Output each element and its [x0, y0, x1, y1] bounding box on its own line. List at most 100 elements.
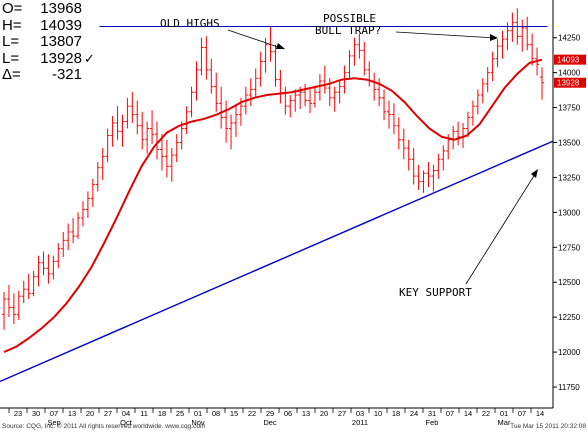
ohlc-bar: [293, 89, 298, 112]
x-tick-label: 14: [536, 409, 544, 418]
ohlc-value: 14039: [40, 16, 82, 34]
ohlc-bar: [362, 41, 367, 76]
footer-timestamp: Tue Mar 15 2011 20:32:08: [510, 423, 586, 430]
arrow-bull-trap: [395, 31, 497, 39]
x-tick-label: 22: [482, 409, 490, 418]
ohlc-bar: [16, 290, 21, 320]
ohlc-bar: [130, 92, 135, 123]
ohlc-bar: [465, 111, 470, 137]
ohlc-low-row: L= 13807: [2, 33, 95, 51]
ohlc-bar: [46, 254, 51, 284]
ohlc-bar: [540, 67, 544, 100]
price-label-text: 13928: [557, 79, 580, 88]
x-tick-label: 29: [266, 409, 274, 418]
ohlc-bar: [312, 86, 317, 108]
ohlc-bar: [396, 117, 401, 150]
ohlc-bar: [219, 86, 224, 129]
y-axis: 11750 12000 12250 12500 12750 13000 13250 13500…: [553, 34, 581, 392]
price-label: 14093: [554, 54, 586, 65]
ohlc-bar: [490, 51, 495, 82]
ohlc-bar: [76, 212, 81, 239]
ohlc-bar: [41, 251, 46, 276]
x-month-label: Nov: [191, 418, 205, 427]
ohlc-bar: [480, 78, 485, 104]
x-tick-label: 13: [68, 409, 76, 418]
ohlc-bar: [21, 280, 26, 304]
ohlc-key: Δ=: [2, 66, 21, 83]
x-tick-label: 04: [122, 409, 130, 418]
x-tick-label: 20: [86, 409, 94, 418]
ohlc-bar: [184, 106, 189, 135]
y-tick-label: 12000: [558, 348, 581, 357]
ohlc-bar: [426, 162, 431, 188]
x-tick-label: 14: [464, 409, 472, 418]
ohlc-key: H=: [2, 16, 22, 34]
x-tick-label: 07: [446, 409, 454, 418]
x-tick-label: 07: [50, 409, 58, 418]
x-month-label: Oct: [120, 418, 133, 427]
ohlc-bar: [90, 178, 95, 207]
price-label-box: [554, 77, 586, 88]
y-tick-label: 11750: [558, 383, 580, 392]
ohlc-bar: [530, 33, 535, 66]
moving-average-line: [3, 58, 543, 354]
arrowhead-bull-trap: [490, 34, 498, 41]
ohlc-bar: [258, 51, 263, 87]
annotation-bull-trap: BULL TRAP?: [315, 24, 381, 37]
x-month-label: Sep: [47, 418, 60, 427]
ohlc-bar: [56, 243, 61, 269]
ohlc-bar: [288, 95, 293, 118]
ohlc-value: -321: [51, 66, 82, 83]
price-bars: [2, 8, 544, 330]
ohlc-bar: [100, 148, 105, 181]
ohlc-bar: [485, 67, 490, 93]
ohlc-bar: [253, 68, 258, 98]
plot-area: [0, 0, 553, 408]
y-tick-label: 13250: [558, 173, 581, 182]
annotations: OLD HIGHS POSSIBLE BULL TRAP? KEY SUPPOR…: [160, 12, 538, 299]
ohlc-bar: [199, 37, 204, 76]
ohlc-bar: [495, 39, 500, 68]
ohlc-bar: [85, 191, 90, 218]
ohlc-bar: [6, 285, 11, 318]
ohlc-bar: [174, 134, 179, 163]
x-tick-label: 18: [158, 409, 166, 418]
ohlc-high-row: H= 14039: [2, 16, 95, 35]
x-tick-label: 08: [212, 409, 220, 418]
ohlc-bar: [2, 292, 6, 330]
x-tick-label: 11: [140, 409, 148, 418]
ohlc-bar: [66, 223, 71, 251]
ohlc-bar: [352, 37, 357, 66]
trendline-support: [0, 140, 554, 383]
ohlc-bar: [322, 65, 327, 94]
ohlc-value: 13968: [40, 0, 82, 17]
annotation-possible: POSSIBLE: [323, 12, 376, 25]
x-tick-label: 03: [356, 409, 364, 418]
ohlc-bar: [110, 115, 115, 147]
x-tick-label: 30: [32, 409, 40, 418]
x-tick-label: 31: [428, 409, 436, 418]
ohlc-bar: [214, 72, 219, 112]
ohlc-bar: [80, 201, 85, 227]
ohlc-bar: [120, 114, 125, 147]
ohlc-value: 13807: [40, 33, 82, 50]
ohlc-bar: [155, 121, 160, 160]
ohlc-bar: [11, 293, 16, 325]
ohlc-key: L=: [2, 33, 20, 50]
y-tick-label: 14000: [558, 69, 581, 78]
x-tick-label: 06: [284, 409, 292, 418]
ohlc-bar: [317, 74, 322, 101]
ohlc-bar: [204, 36, 209, 80]
ohlc-bar: [332, 86, 337, 112]
ohlc-bar: [233, 106, 238, 137]
ohlc-bar: [411, 148, 416, 185]
ohlc-bar: [401, 128, 406, 160]
ohlc-bar: [303, 83, 308, 107]
x-tick-label: 20: [320, 409, 328, 418]
ohlc-bar: [61, 231, 66, 258]
y-tick-label: 12250: [558, 313, 581, 322]
ohlc-bar: [470, 100, 475, 126]
x-month-label: Dec: [263, 418, 277, 427]
ohlc-bar: [36, 255, 41, 287]
ohlc-bar: [520, 19, 525, 52]
